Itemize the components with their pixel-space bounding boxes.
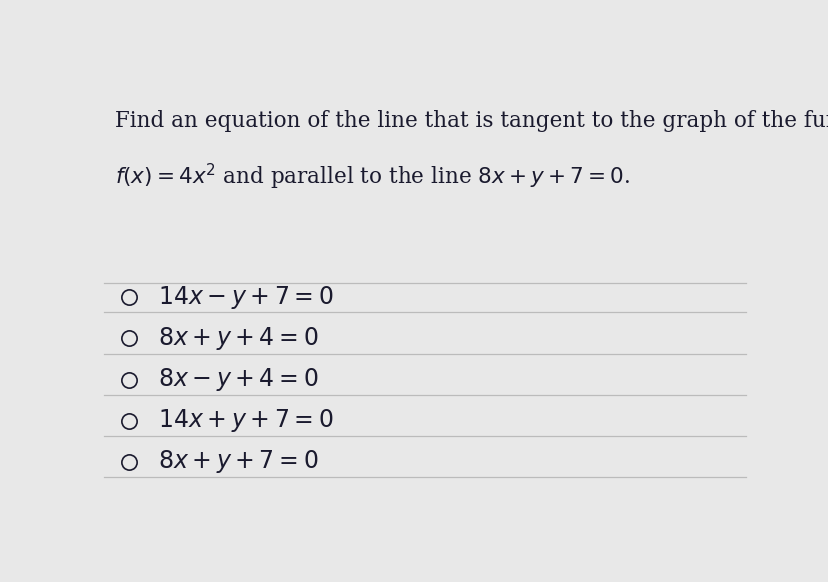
Text: $f(x) = 4x^2$ and parallel to the line $8x + y + 7 = 0$.: $f(x) = 4x^2$ and parallel to the line $… [115,162,629,192]
Text: $8x - y + 4 = 0$: $8x - y + 4 = 0$ [158,366,318,393]
Text: $14x + y + 7 = 0$: $14x + y + 7 = 0$ [158,407,333,434]
Text: $8x + y + 4 = 0$: $8x + y + 4 = 0$ [158,325,318,352]
Text: Find an equation of the line that is tangent to the graph of the function: Find an equation of the line that is tan… [115,110,828,132]
Text: $14x - y + 7 = 0$: $14x - y + 7 = 0$ [158,283,333,311]
Text: $8x + y + 7 = 0$: $8x + y + 7 = 0$ [158,449,318,475]
